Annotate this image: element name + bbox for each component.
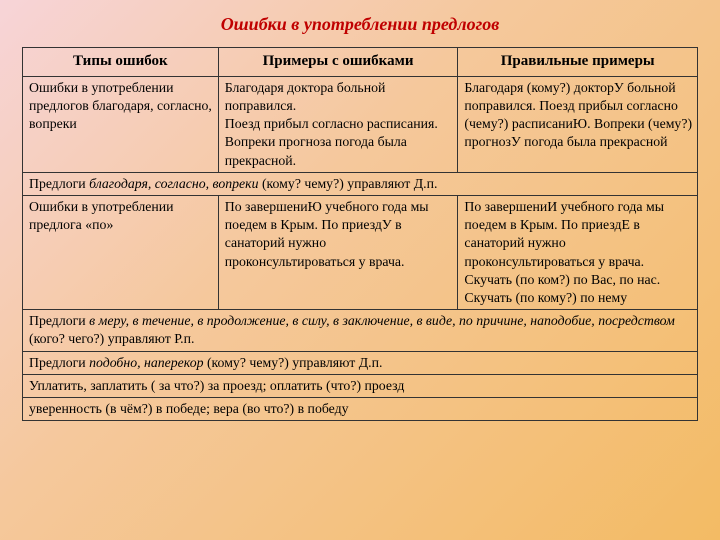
note-text: (кому? чему?) управляют Д.п. [262,176,437,191]
note-cell: Предлоги подобно, наперекор (кому? чему?… [23,351,698,374]
table-note-row: Уплатить, заплатить ( за что?) за проезд… [23,374,698,397]
table-row: Ошибки в употреблении предлогов благодар… [23,76,698,172]
cell-type: Ошибки в употреблении предлогов благодар… [23,76,219,172]
cell-wrong: По завершениЮ учебного года мы поедем в … [218,196,458,310]
table-row: Ошибки в употреблении предлога «по» По з… [23,196,698,310]
table-note-row: уверенность (в чём?) в победе; вера (во … [23,398,698,421]
note-text: Предлоги [29,176,89,191]
table-note-row: Предлоги подобно, наперекор (кому? чему?… [23,351,698,374]
cell-type: Ошибки в употреблении предлога «по» [23,196,219,310]
note-cell: Предлоги в меру, в течение, в продолжени… [23,310,698,351]
note-cell: Уплатить, заплатить ( за что?) за проезд… [23,374,698,397]
cell-right: По завершениИ учебного года мы поедем в … [458,196,698,310]
note-emph: благодаря, согласно, вопреки [89,176,262,191]
errors-table: Типы ошибок Примеры с ошибками Правильны… [22,47,698,421]
note-text: Предлоги [29,313,89,328]
table-note-row: Предлоги благодаря, согласно, вопреки (к… [23,172,698,195]
cell-right: Благодаря (кому?) докторУ больной поправ… [458,76,698,172]
note-emph: подобно, наперекор [89,355,203,370]
cell-wrong: Благодаря доктора больной поправился. По… [218,76,458,172]
note-text: (кому? чему?) управляют Д.п. [204,355,383,370]
table-note-row: Предлоги в меру, в течение, в продолжени… [23,310,698,351]
header-types: Типы ошибок [23,48,219,77]
note-cell: уверенность (в чём?) в победе; вера (во … [23,398,698,421]
table-header-row: Типы ошибок Примеры с ошибками Правильны… [23,48,698,77]
note-text: Предлоги [29,355,89,370]
page-title: Ошибки в употреблении предлогов [22,14,698,35]
note-cell: Предлоги благодаря, согласно, вопреки (к… [23,172,698,195]
header-right: Правильные примеры [458,48,698,77]
note-emph: в меру, в течение, в продолжение, в силу… [89,313,675,328]
header-wrong: Примеры с ошибками [218,48,458,77]
note-text: (кого? чего?) управляют Р.п. [29,331,194,346]
